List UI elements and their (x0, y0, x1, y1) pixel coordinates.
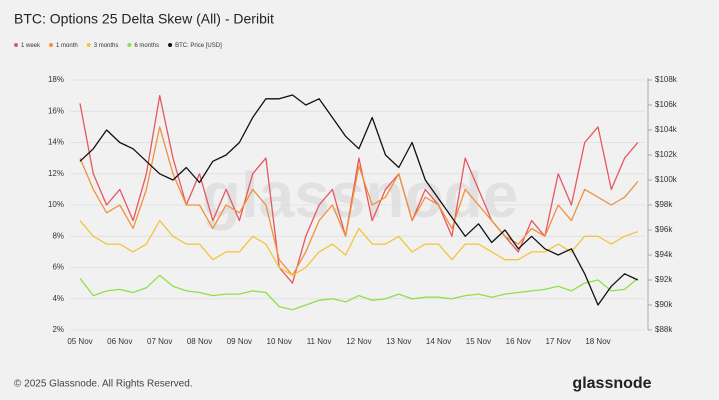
legend-label: 3 months (94, 43, 119, 49)
x-tick-label: 05 Nov (67, 337, 92, 346)
x-tick-label: 15 Nov (466, 337, 491, 346)
series-line (79, 219, 639, 276)
x-tick-label: 13 Nov (386, 337, 411, 346)
x-tick-label: 16 Nov (506, 337, 531, 346)
y2-tick-label: $106k (655, 100, 678, 109)
y2-tick-label: $88k (655, 325, 673, 334)
y-tick-label: 4% (52, 294, 64, 303)
series-line (79, 94, 639, 306)
x-tick-label: 10 Nov (267, 337, 292, 346)
brand-logo: glassnode (572, 375, 651, 392)
footer: © 2025 Glassnode. All Rights Reserved. (14, 379, 193, 390)
x-tick-label: 09 Nov (227, 337, 252, 346)
x-tick-label: 08 Nov (187, 337, 212, 346)
y2-tick-label: $102k (655, 150, 678, 159)
y-tick-label: 14% (48, 138, 64, 147)
legend-label: 1 month (56, 43, 78, 49)
x-tick-label: 18 Nov (585, 337, 610, 346)
legend-label: 6 months (134, 43, 159, 49)
legend-marker (14, 43, 18, 47)
x-tick-label: 17 Nov (545, 337, 570, 346)
y2-tick-label: $100k (655, 175, 678, 184)
y-tick-label: 10% (48, 200, 64, 209)
y-tick-label: 16% (48, 106, 64, 115)
y-tick-label: 12% (48, 169, 64, 178)
x-tick-label: 06 Nov (107, 337, 132, 346)
chart-title: BTC: Options 25 Delta Skew (All) - Derib… (14, 11, 274, 27)
legend-marker (168, 43, 173, 47)
legend-marker (49, 43, 54, 47)
legend-label: 1 week (21, 43, 41, 49)
x-tick-label: 12 Nov (346, 337, 371, 346)
y2-tick-label: $108k (655, 75, 678, 84)
x-tick-label: 14 Nov (426, 337, 451, 346)
y2-tick-label: $98k (655, 200, 673, 209)
y2-tick-label: $96k (655, 225, 673, 234)
legend-label: BTC: Price [USD] (175, 43, 222, 49)
y-tick-label: 18% (48, 75, 64, 84)
legend-marker (127, 43, 132, 47)
y2-tick-label: $94k (655, 250, 673, 259)
y2-tick-label: $92k (655, 275, 673, 284)
x-tick-label: 11 Nov (307, 337, 332, 346)
series-line (79, 274, 639, 311)
series-line (79, 126, 639, 276)
y2-tick-label: $104k (655, 125, 678, 134)
x-tick-label: 07 Nov (147, 337, 172, 346)
y2-tick-label: $90k (655, 300, 673, 309)
y-tick-label: 6% (52, 263, 64, 272)
y-tick-label: 2% (52, 325, 64, 334)
y-tick-label: 8% (52, 231, 64, 240)
legend-marker (86, 43, 91, 47)
